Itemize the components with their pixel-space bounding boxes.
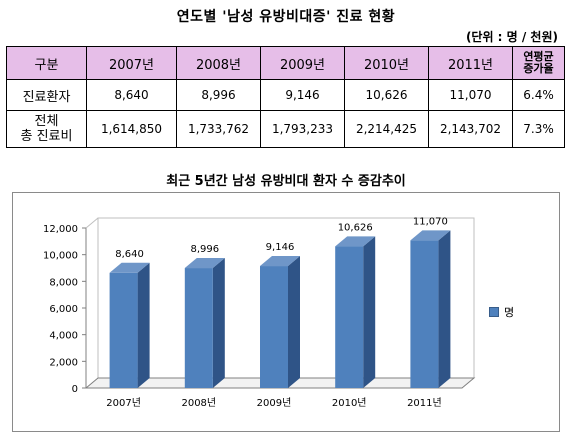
bar-top — [184, 258, 225, 269]
bar — [260, 266, 288, 388]
header-cell: 연평균 증가율 — [512, 46, 565, 80]
bar-side — [288, 256, 300, 388]
table-row: 전체 총 진료비 1,614,850 1,733,762 1,793,233 2… — [6, 110, 565, 148]
table-cell: 2,214,425 — [344, 110, 429, 148]
data-label: 8,996 — [190, 244, 219, 255]
x-tick-label: 2011년 — [407, 397, 442, 409]
row-label: 전체 총 진료비 — [6, 110, 87, 148]
table-cell: 11,070 — [428, 79, 513, 111]
table-header-row: 구분 2007년 2008년 2009년 2010년 2011년 연평균 증가율 — [6, 46, 565, 80]
bar-side — [438, 230, 451, 388]
page-title: 연도별 '남성 유방비대증' 진료 현황 — [176, 9, 396, 25]
table-cell: 1,733,762 — [176, 110, 261, 148]
table-cell: 1,614,850 — [86, 110, 177, 148]
row-label: 진료환자 — [6, 79, 87, 111]
y-tick-label: 4,000 — [49, 331, 78, 342]
bar-top — [109, 262, 150, 273]
legend-swatch — [489, 307, 499, 317]
table-cell: 1,793,233 — [260, 110, 345, 148]
header-cell: 2010년 — [344, 46, 429, 80]
x-tick-label: 2008년 — [181, 397, 216, 409]
header-cell: 구분 — [6, 46, 87, 80]
bar-side — [137, 262, 150, 388]
table-cell: 6.4% — [512, 79, 565, 111]
table-cell: 7.3% — [512, 110, 565, 148]
y-tick-label: 8,000 — [49, 277, 78, 288]
header-cell: 2011년 — [428, 46, 513, 80]
legend-label: 명 — [504, 306, 515, 319]
header-cell: 2008년 — [176, 46, 261, 80]
y-axis-depth-line — [85, 217, 99, 229]
y-tick-label: 12,000 — [43, 224, 78, 235]
bar-top — [335, 236, 376, 247]
y-tick-label: 2,000 — [49, 357, 78, 368]
bar-side — [212, 258, 225, 388]
chart-legend: 명 — [489, 304, 514, 320]
table-cell: 10,626 — [344, 79, 429, 111]
data-label: 10,626 — [338, 222, 373, 233]
table-cell: 9,146 — [260, 79, 345, 111]
y-tick-label: 0 — [72, 384, 78, 395]
header-cell: 2009년 — [260, 46, 345, 80]
x-tick-label: 2009년 — [257, 397, 292, 409]
bar — [410, 240, 439, 388]
bar — [335, 246, 364, 388]
bar — [184, 268, 213, 388]
bar — [109, 272, 138, 388]
y-tick-label: 10,000 — [43, 251, 78, 262]
y-tick-label: 6,000 — [49, 304, 78, 315]
table-row: 진료환자 8,640 8,996 9,146 10,626 11,070 6.4… — [6, 79, 565, 111]
table-cell: 8,996 — [176, 79, 261, 111]
bar-top — [260, 256, 300, 267]
x-tick-label: 2007년 — [106, 397, 141, 409]
data-label: 8,640 — [115, 249, 144, 260]
bar-top — [410, 230, 451, 241]
stats-table: 구분 2007년 2008년 2009년 2010년 2011년 연평균 증가율… — [6, 46, 565, 148]
header-cell: 2007년 — [86, 46, 177, 80]
chart-title: 최근 5년간 남성 유방비대 환자 수 증감추이 — [166, 174, 406, 189]
x-tick-label: 2010년 — [332, 397, 367, 409]
data-label: 11,070 — [413, 216, 448, 227]
table-cell: 2,143,702 — [428, 110, 513, 148]
data-label: 9,146 — [266, 242, 295, 253]
bar-side — [363, 236, 376, 388]
unit-note: (단위 : 명 / 천원) — [465, 30, 558, 44]
